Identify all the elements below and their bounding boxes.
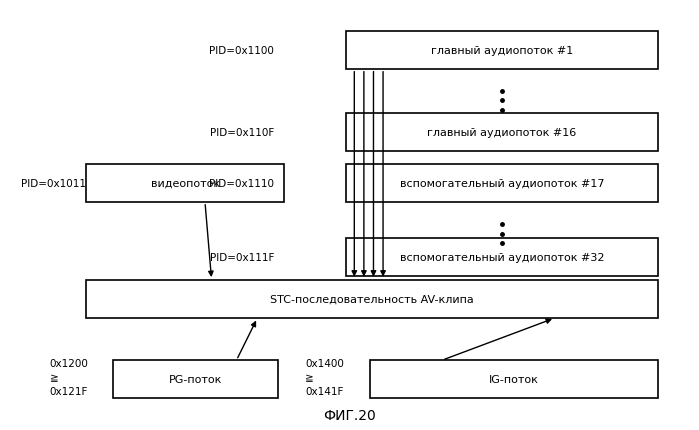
Text: ФИГ.20: ФИГ.20 xyxy=(323,408,376,422)
Text: 0x141F: 0x141F xyxy=(305,386,343,396)
Bar xyxy=(370,360,658,398)
Text: видеопоток: видеопоток xyxy=(150,178,219,188)
Text: 0x1400: 0x1400 xyxy=(305,358,344,369)
Text: главный аудиопоток #16: главный аудиопоток #16 xyxy=(427,128,577,138)
Text: 0x121F: 0x121F xyxy=(50,386,88,396)
Bar xyxy=(346,164,658,203)
Text: 0x1200: 0x1200 xyxy=(50,358,88,369)
Text: PID=0x111F: PID=0x111F xyxy=(210,252,274,262)
Bar xyxy=(346,114,658,152)
Text: PG-поток: PG-поток xyxy=(168,375,222,384)
Text: PID=0x1110: PID=0x1110 xyxy=(209,178,274,188)
Bar xyxy=(86,280,658,318)
Text: ≧: ≧ xyxy=(50,372,58,382)
Text: PID=0x1100: PID=0x1100 xyxy=(209,46,274,55)
Text: главный аудиопоток #1: главный аудиопоток #1 xyxy=(431,46,573,55)
Bar xyxy=(86,164,284,203)
Text: PID=0x110F: PID=0x110F xyxy=(210,128,274,138)
Text: вспомогательный аудиопоток #17: вспомогательный аудиопоток #17 xyxy=(400,178,604,188)
Text: ≧: ≧ xyxy=(305,372,314,382)
Bar xyxy=(346,238,658,276)
Text: STC-последовательность AV-клипа: STC-последовательность AV-клипа xyxy=(270,294,474,304)
Bar xyxy=(346,32,658,70)
Text: IG-поток: IG-поток xyxy=(489,375,539,384)
Text: PID=0x1011: PID=0x1011 xyxy=(21,178,86,188)
Bar xyxy=(113,360,278,398)
Text: вспомогательный аудиопоток #32: вспомогательный аудиопоток #32 xyxy=(400,252,604,262)
